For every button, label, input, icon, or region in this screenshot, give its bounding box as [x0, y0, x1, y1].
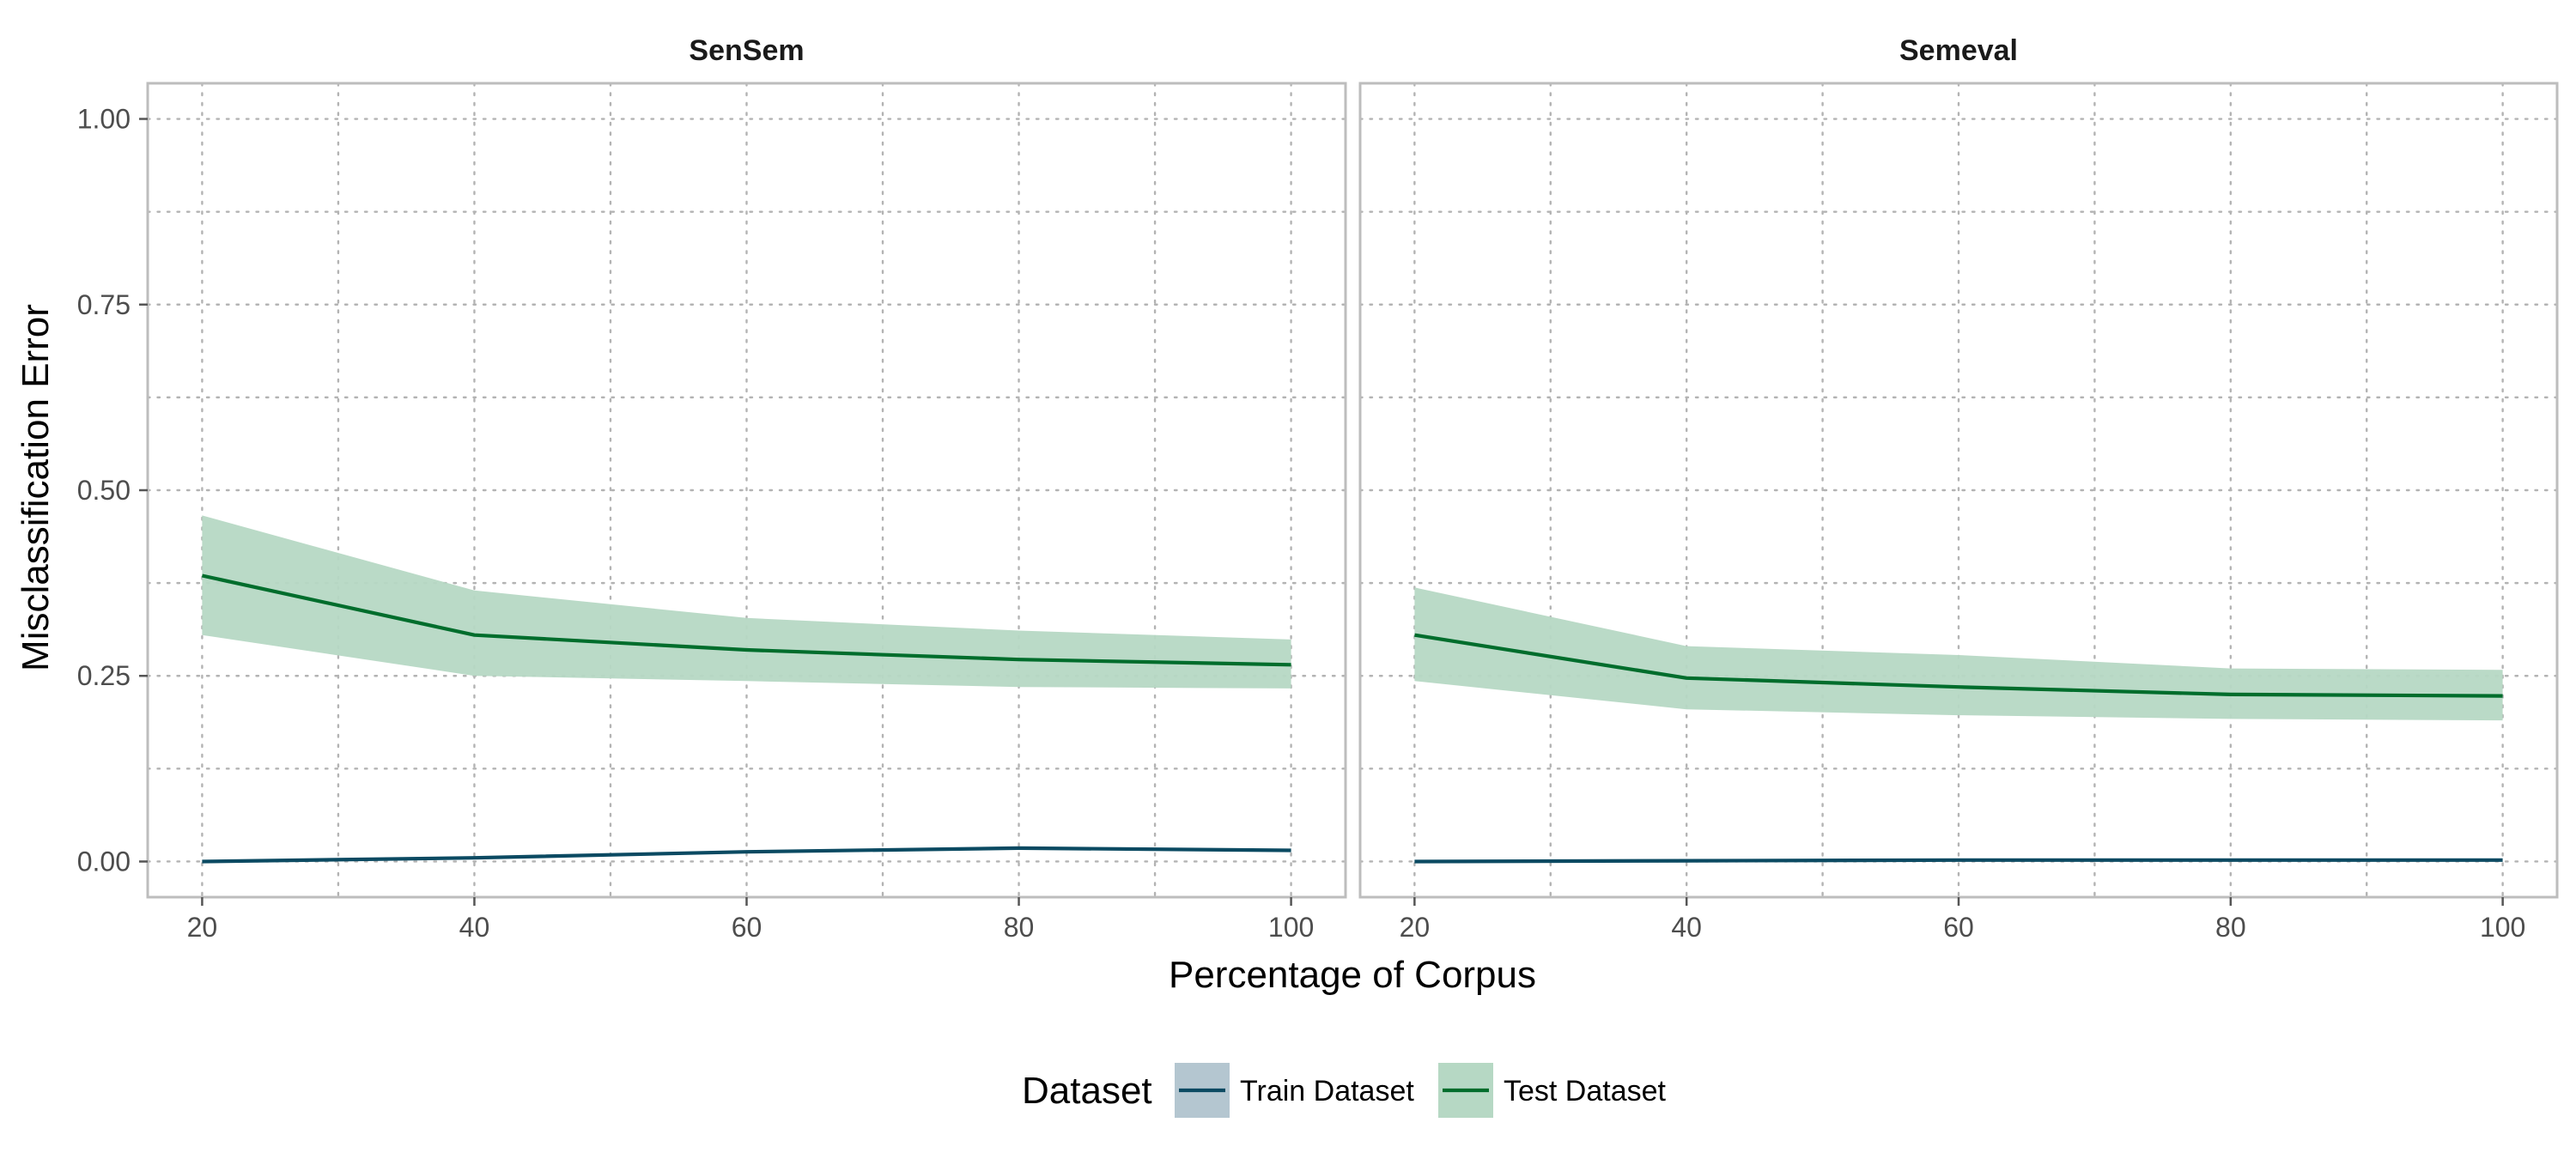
plot-area: [201, 515, 1291, 864]
y-tick-label: 0.50: [77, 475, 131, 506]
x-tick-label: 20: [187, 912, 218, 943]
facet-strip-title: Semeval: [1899, 34, 2018, 67]
legend-entry-test-dataset: Test Dataset: [1438, 1063, 1667, 1118]
test-dataset-confidence-band: [1414, 587, 2503, 721]
x-tick-label: 100: [2480, 912, 2525, 943]
legend: Dataset Train Dataset Test Dataset: [1022, 1063, 1667, 1118]
test-dataset-confidence-band: [202, 515, 1291, 689]
facet-strip-title: SenSem: [689, 34, 804, 67]
test-dataset-line: [201, 573, 1291, 667]
grid-lines: [1358, 82, 2559, 899]
train-dataset-line: [1414, 858, 2503, 864]
legend-title: Dataset: [1022, 1070, 1152, 1112]
legend-entry-train-dataset: Train Dataset: [1175, 1063, 1414, 1118]
legend-label: Train Dataset: [1240, 1075, 1414, 1107]
legend-entries: Train Dataset Test Dataset: [1175, 1063, 1667, 1118]
x-tick-label: 60: [1943, 912, 1974, 943]
grid-lines: [146, 82, 1347, 899]
panels: SenSem 20 40 60 80 100 0.00 0.25 0.50 0.75 1.00 Sem…: [77, 34, 2559, 943]
plot-area: [1414, 587, 2503, 864]
facet-panel-semeval: Semeval 20 40 60 80 100: [1358, 34, 2559, 943]
y-tick-label: 0.75: [77, 289, 131, 320]
facet-panel-sensem: SenSem 20 40 60 80 100 0.00 0.25 0.50 0.75 1.00: [77, 34, 1347, 943]
y-axis-title: Misclassification Error: [15, 304, 57, 671]
train-dataset-line: [202, 846, 1291, 864]
x-tick-label: 60: [732, 912, 762, 943]
x-tick-label: 40: [459, 912, 490, 943]
x-tick-label: 80: [2215, 912, 2246, 943]
x-tick-label: 80: [1004, 912, 1035, 943]
y-tick-label: 1.00: [77, 104, 131, 135]
x-tick-label: 20: [1400, 912, 1431, 943]
x-tick-label: 40: [1671, 912, 1702, 943]
test-dataset-line: [1414, 633, 2503, 698]
y-tick-label: 0.25: [77, 660, 131, 691]
x-axis-title: Percentage of Corpus: [1169, 954, 1536, 996]
legend-label: Test Dataset: [1504, 1075, 1667, 1107]
x-tick-label: 100: [1268, 912, 1314, 943]
y-tick-label: 0.00: [77, 846, 131, 877]
